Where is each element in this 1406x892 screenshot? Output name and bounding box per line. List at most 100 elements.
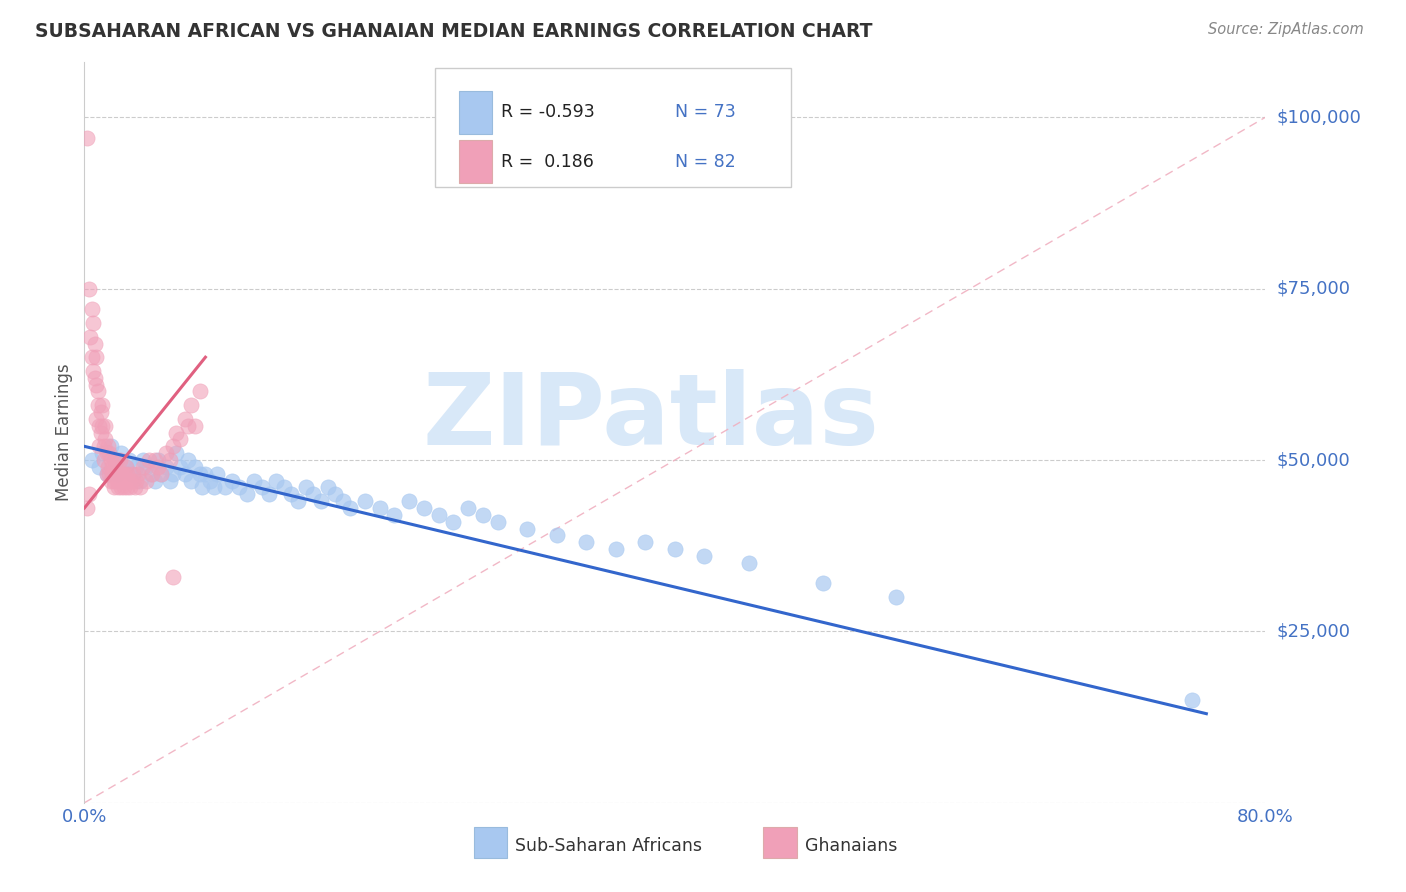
Point [198,474,221,488]
Point [309,494,332,508]
Point [110,446,132,460]
Point [80,453,103,467]
Point [101,459,124,474]
Point [273,480,295,494]
Point [114,459,136,474]
Point [125,474,148,488]
Point [90,405,112,419]
Point [427,508,450,522]
Point [118,453,141,467]
Text: N = 73: N = 73 [675,103,735,121]
Point [121,467,143,481]
Point [325,487,347,501]
Text: R =  0.186: R = 0.186 [502,153,595,170]
Point [103,480,125,494]
Point [886,590,908,604]
Point [97,459,120,474]
Point [148,453,170,467]
Bar [474,827,508,858]
Point [108,467,131,481]
Point [101,467,124,481]
Point [159,453,181,467]
Point [122,467,145,481]
Point [118,474,141,488]
Point [91,418,114,433]
Point [295,480,318,494]
Point [287,494,309,508]
Point [155,459,177,474]
Point [76,501,98,516]
Y-axis label: Median Earnings: Median Earnings [55,364,73,501]
Point [97,439,120,453]
Point [79,329,101,343]
Point [111,474,134,488]
Point [354,494,377,508]
Text: $25,000: $25,000 [1277,623,1351,640]
Text: ZIPatlas: ZIPatlas [423,369,880,467]
Point [184,418,207,433]
Point [188,467,211,481]
Point [107,467,129,481]
Point [84,377,107,392]
Point [257,487,280,501]
Point [693,549,716,563]
Point [94,418,117,433]
Point [159,474,181,488]
Point [98,446,121,460]
Point [87,439,111,453]
Point [135,474,157,488]
Point [120,480,142,494]
Text: $75,000: $75,000 [1277,280,1351,298]
Point [180,474,202,488]
Point [121,474,143,488]
Point [180,398,202,412]
Point [413,501,436,516]
Point [135,459,157,474]
Point [221,474,243,488]
Text: $50,000: $50,000 [1277,451,1350,469]
Point [110,467,132,481]
Point [114,459,136,474]
Point [236,487,259,501]
Point [115,480,138,494]
Point [339,501,361,516]
Point [114,474,136,488]
Point [77,282,100,296]
Point [457,501,479,516]
Point [316,480,339,494]
Point [94,433,117,447]
Point [398,494,420,508]
Point [266,474,288,488]
Point [100,453,122,467]
Point [368,501,391,516]
Point [177,453,200,467]
Point [91,446,114,460]
Point [141,467,163,481]
Point [382,508,406,522]
Text: R = -0.593: R = -0.593 [502,103,595,121]
Point [546,528,568,542]
Point [112,467,135,481]
Point [332,494,354,508]
Bar [458,91,492,134]
Point [127,467,149,481]
Point [83,336,105,351]
Text: Ghanaians: Ghanaians [804,837,897,855]
Point [280,487,302,501]
Point [93,439,115,453]
Point [165,425,187,440]
Point [105,474,128,488]
Point [112,480,135,494]
Point [250,480,273,494]
Point [82,364,104,378]
Point [80,350,103,364]
Point [104,459,127,474]
Point [86,384,108,399]
Point [96,446,118,460]
Point [472,508,495,522]
Point [132,453,155,467]
Point [108,453,131,467]
FancyBboxPatch shape [434,68,790,186]
Point [575,535,598,549]
Bar [763,827,797,858]
